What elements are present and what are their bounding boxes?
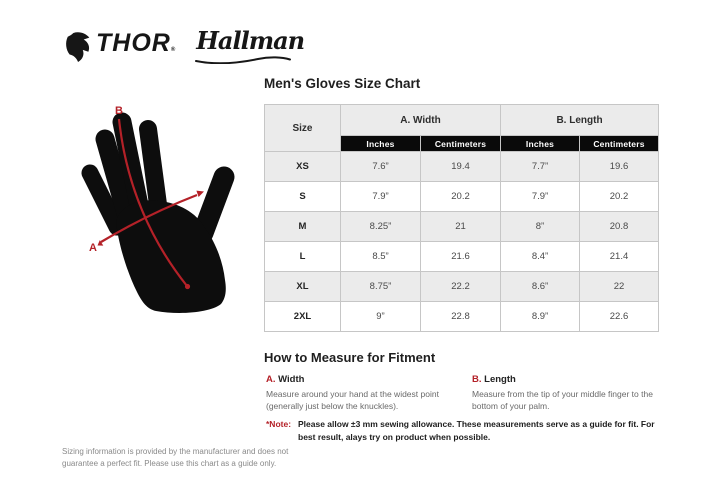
measure-heading: How to Measure for Fitment [264,350,436,365]
width-cm-cell: 21.6 [420,241,501,272]
length-line-end-dot [184,283,191,290]
width-in-cell: 8.25” [340,211,421,242]
table-row-xs: XS 7.6” 19.4 7.7” 19.6 [264,151,660,182]
width-arrow-left [97,240,104,246]
sizing-disclaimer: Sizing information is provided by the ma… [62,447,289,468]
length-line-b [117,118,188,287]
width-in-cell: 9” [340,301,421,332]
thor-text: THOR [96,29,171,57]
measure-length-block: B. Length Measure from the tip of your m… [472,374,660,413]
width-in-cell: 7.6” [340,151,421,182]
column-header-width: A. Width [340,104,501,136]
column-header-length: B. Length [499,104,660,136]
length-cm-cell: 22 [578,271,660,302]
registered-mark: ® [170,47,177,53]
length-cm-cell: 20.2 [578,181,660,212]
table-row-s: S 7.9” 20.2 7.9” 20.2 [264,181,660,212]
width-in-cell: 8.5” [340,241,421,272]
length-cm-cell: 19.6 [578,151,660,182]
table-row-l: L 8.5” 21.6 8.4” 21.4 [264,241,660,272]
measure-length-word: Length [481,374,516,385]
length-in-cell: 7.9” [500,181,580,212]
width-cm-cell: 22.8 [420,301,501,332]
subheader-width-centimeters: Centimeters [420,135,501,152]
table-row-xl: XL 8.75” 22.2 8.6” 22 [264,271,660,302]
label-a: A [89,242,97,254]
size-cell: XL [264,271,341,302]
length-in-cell: 7.7” [500,151,580,182]
fit-note: *Note: Please allow ±3 mm sewing allowan… [266,418,660,444]
measure-width-letter: A. [266,374,276,385]
size-cell: L [264,241,341,272]
thor-wordmark: THOR® [96,26,176,67]
page-title: Men's Gloves Size Chart [264,76,421,91]
width-in-cell: 8.75” [340,271,421,302]
measure-width-word: Width [275,374,305,385]
palm-shape [116,200,226,313]
measure-width-block: A. Width Measure around your hand at the… [266,374,462,413]
length-cm-cell: 21.4 [578,241,660,272]
measure-width-text: Measure around your hand at the widest p… [266,389,439,412]
size-cell: S [264,181,341,212]
subheader-width-inches: Inches [340,135,421,152]
length-in-cell: 8.9” [500,301,580,332]
label-b: B [115,105,123,117]
width-cm-cell: 19.4 [420,151,501,182]
hallman-wordmark: Hallman [196,26,305,55]
length-in-cell: 8.6” [500,271,580,302]
width-line-a [100,193,198,243]
size-chart-table: Size A. Width B. Length Inches Centimete… [264,104,660,332]
width-arrow-right [196,190,204,197]
width-cm-cell: 20.2 [420,181,501,212]
length-cm-cell: 20.8 [578,211,660,242]
measurement-marks: B A [89,105,204,290]
glove-measurement-diagram: B A [81,105,235,313]
thor-helmet-icon [66,31,90,62]
measure-width-title: A. Width [266,374,462,385]
column-header-size: Size [264,104,341,152]
subheader-length-centimeters: Centimeters [578,135,660,152]
length-in-cell: 8.4” [500,241,580,272]
measure-length-letter: B. [472,374,482,385]
note-text: Please allow ±3 mm sewing allowance. The… [298,419,655,443]
thor-logo: THOR® [64,26,176,67]
size-cell: 2XL [264,301,341,332]
size-cell: M [264,211,341,242]
length-in-cell: 8” [500,211,580,242]
width-cm-cell: 21 [420,211,501,242]
measure-length-title: B. Length [472,374,660,385]
table-row-2xl: 2XL 9” 22.8 8.9” 22.6 [264,301,660,332]
table-row-m: M 8.25” 21 8” 20.8 [264,211,660,242]
brand-row: THOR® Hallman [64,26,305,67]
measure-length-text: Measure from the tip of your middle fing… [472,389,653,412]
length-cm-cell: 22.6 [578,301,660,332]
subheader-length-inches: Inches [500,135,580,152]
width-in-cell: 7.9” [340,181,421,212]
size-cell: XS [264,151,341,182]
note-label: *Note: [266,419,292,429]
width-cm-cell: 22.2 [420,271,501,302]
hallman-logo: Hallman [195,26,305,64]
hallman-flourish-icon [195,56,292,64]
